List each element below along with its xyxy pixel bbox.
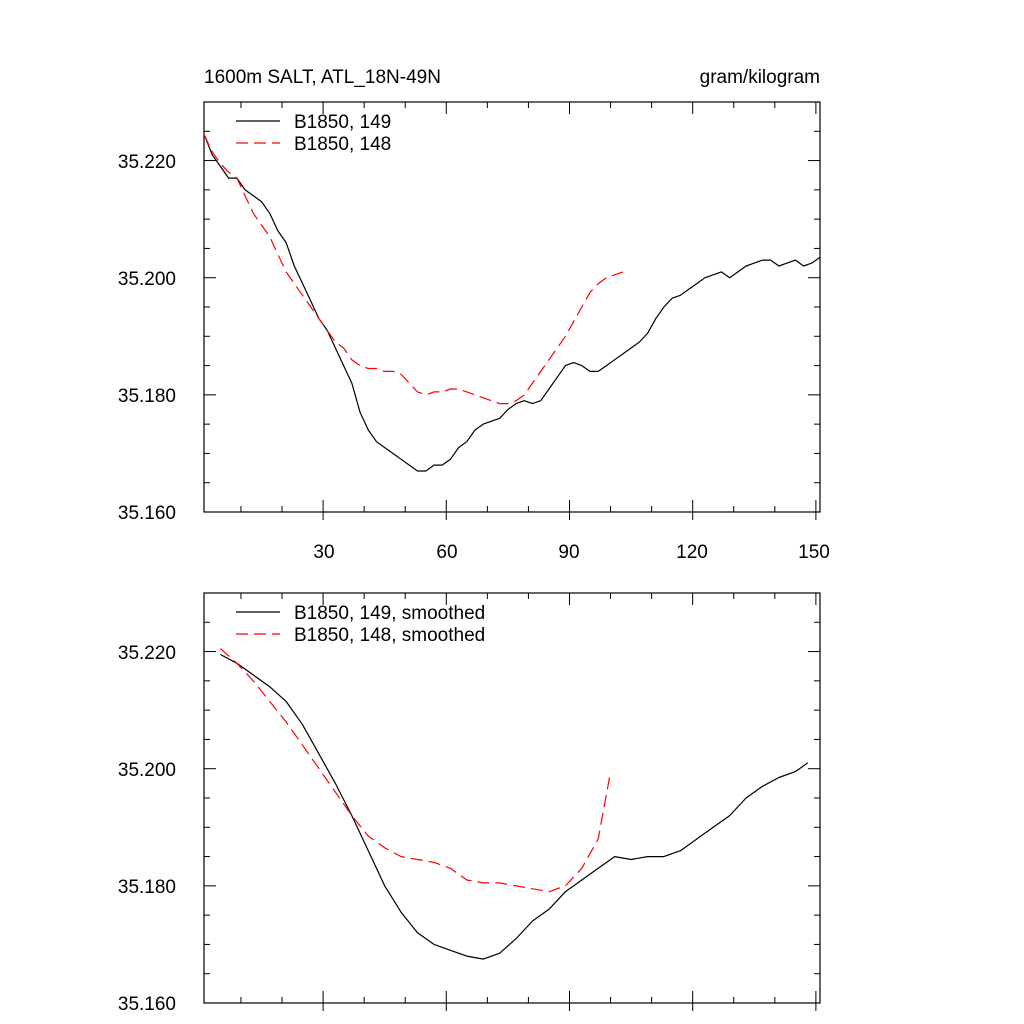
legend-top: B1850, 149 B1850, 148 (236, 112, 391, 155)
panel-top: 1600m SALT, ATL_18N-49N gram/kilogram B1… (118, 67, 830, 563)
series-bottom (220, 648, 809, 960)
y-tick-label-35.200: 35.200 (118, 269, 176, 290)
y-tick-label-bottom-35.220: 35.220 (118, 643, 176, 664)
x-tick-label-90: 90 (558, 542, 579, 563)
x-tick-label-150: 150 (798, 542, 830, 563)
x-tick-label-30: 30 (313, 542, 334, 563)
legend-label-148-smoothed: B1850, 148, smoothed (294, 625, 485, 646)
x-tick-label-60: 60 (436, 542, 457, 563)
y-tick-label-bottom-35.160: 35.160 (118, 994, 176, 1015)
ticks-bottom (204, 592, 820, 1011)
x-tick-label-120: 120 (676, 542, 708, 563)
panel-bottom: B1850, 149, smoothed B1850, 148, smoothe… (118, 592, 821, 1015)
y-tick-label-bottom-35.200: 35.200 (118, 760, 176, 781)
legend-bottom: B1850, 149, smoothed B1850, 148, smoothe… (236, 603, 485, 646)
series-line-top-0 (203, 133, 821, 472)
ticks-top (204, 101, 820, 520)
y-tick-label-bottom-35.180: 35.180 (118, 877, 176, 898)
series-top (203, 133, 821, 472)
legend-label-149: B1850, 149 (294, 112, 391, 133)
plot-frame-top (203, 101, 821, 513)
y-tick-label-35.160: 35.160 (118, 503, 176, 524)
chart-title: 1600m SALT, ATL_18N-49N (204, 67, 441, 88)
series-line-bottom-1 (220, 648, 612, 893)
legend-label-148: B1850, 148 (294, 134, 391, 155)
y-tick-label-35.220: 35.220 (118, 152, 176, 173)
y-tick-label-35.180: 35.180 (118, 386, 176, 407)
series-line-top-1 (203, 133, 624, 405)
series-line-bottom-0 (220, 653, 809, 960)
units-label: gram/kilogram (700, 67, 820, 88)
legend-label-149-smoothed: B1850, 149, smoothed (294, 603, 485, 624)
